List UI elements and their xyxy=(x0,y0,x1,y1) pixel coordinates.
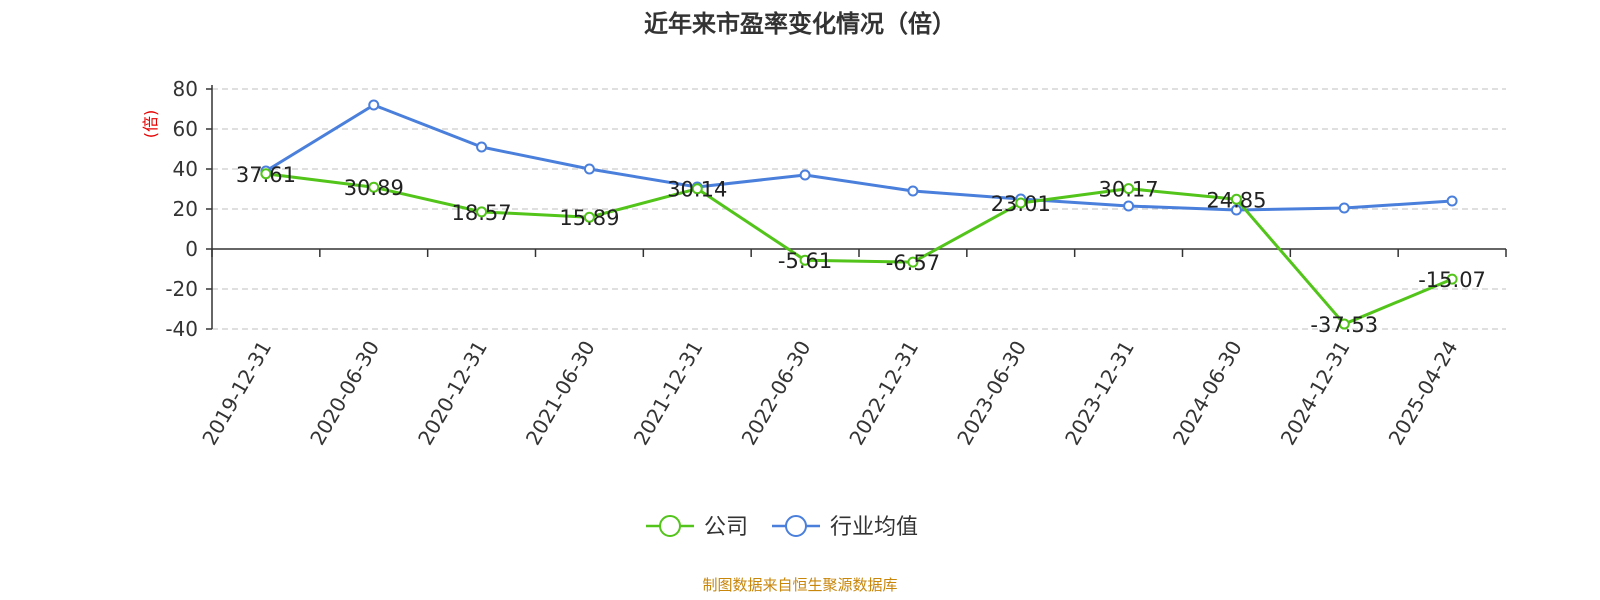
data-point xyxy=(1446,273,1458,285)
x-tick-label: 2025-04-24 xyxy=(1384,337,1463,450)
data-labels: 37.61 30.89 18.57 15.89 30.14 -5.61 -6.57 23.01… xyxy=(236,163,1486,337)
data-label: -37.53 xyxy=(1310,313,1378,337)
data-point xyxy=(799,169,811,181)
y-tick-label: -20 xyxy=(165,277,198,301)
data-point xyxy=(1123,183,1135,195)
source-note: 制图数据来自恒生聚源数据库 xyxy=(702,576,897,594)
data-point xyxy=(1338,202,1350,214)
data-point xyxy=(799,254,811,266)
data-point xyxy=(583,163,595,175)
x-tick-label: 2022-12-31 xyxy=(844,337,923,450)
legend-label: 行业均值 xyxy=(830,515,918,540)
y-tick-label: -40 xyxy=(165,317,198,341)
x-tick-label: 2021-06-30 xyxy=(521,337,600,450)
x-tick-label: 2023-12-31 xyxy=(1060,337,1139,450)
y-tick-labels: 80 60 40 20 0 -20 -40 xyxy=(165,77,198,341)
data-point xyxy=(691,183,703,195)
data-point xyxy=(476,141,488,153)
x-tick-labels: 2019-12-31 2020-06-30 2020-12-31 2021-06-30… xyxy=(197,337,1462,450)
data-point xyxy=(1446,195,1458,207)
series-line-industry-avg xyxy=(265,103,1453,212)
legend[interactable]: 公司 行业均值 xyxy=(646,515,918,540)
chart-title: 近年来市盈率变化情况（倍） xyxy=(644,10,956,38)
data-point xyxy=(368,99,380,111)
x-tick-label: 2021-12-31 xyxy=(629,337,708,450)
legend-marker-icon xyxy=(785,515,807,537)
x-tick-label: 2019-12-31 xyxy=(197,337,276,450)
grid-lines xyxy=(212,88,1506,330)
y-tick-label: 60 xyxy=(173,117,198,141)
series-lines xyxy=(260,99,1458,330)
axes xyxy=(206,85,1507,330)
data-label: 23.01 xyxy=(991,192,1051,216)
y-axis-label: (倍) xyxy=(141,110,160,139)
data-point xyxy=(1230,204,1242,216)
data-point xyxy=(1230,193,1242,205)
y-tick-label: 20 xyxy=(173,197,198,221)
legend-marker-icon xyxy=(659,515,681,537)
data-point xyxy=(907,256,919,268)
data-label: 37.61 xyxy=(236,163,296,187)
data-label: 30.17 xyxy=(1099,178,1159,202)
x-tick-label: 2024-12-31 xyxy=(1276,337,1355,450)
y-tick-label: 80 xyxy=(173,77,198,101)
data-point xyxy=(1015,197,1027,209)
data-label: -5.61 xyxy=(778,249,832,273)
data-point xyxy=(1338,318,1350,330)
legend-label: 公司 xyxy=(704,515,748,540)
data-label: -15.07 xyxy=(1418,268,1486,292)
y-tick-label: 0 xyxy=(185,237,198,261)
data-point xyxy=(260,168,272,180)
data-point xyxy=(368,181,380,193)
data-point xyxy=(1123,200,1135,212)
y-tick-label: 40 xyxy=(173,157,198,181)
legend-item-company[interactable]: 公司 xyxy=(646,515,748,540)
data-label: -6.57 xyxy=(886,251,940,275)
x-tick-label: 2023-06-30 xyxy=(952,337,1031,450)
data-point xyxy=(583,211,595,223)
data-label: 18.57 xyxy=(452,201,512,225)
data-label: 24.85 xyxy=(1206,188,1266,212)
x-tick-label: 2020-06-30 xyxy=(305,337,384,450)
legend-item-industry-avg[interactable]: 行业均值 xyxy=(772,515,918,540)
data-label: 15.89 xyxy=(559,206,619,230)
x-tick-label: 2024-06-30 xyxy=(1168,337,1247,450)
x-tick-label: 2020-12-31 xyxy=(413,337,492,450)
x-tick-label: 2022-06-30 xyxy=(737,337,816,450)
data-point xyxy=(907,185,919,197)
data-label: 30.14 xyxy=(667,178,727,202)
series-line-company xyxy=(265,172,1453,326)
data-label: 30.89 xyxy=(344,176,404,200)
data-point xyxy=(476,206,488,218)
